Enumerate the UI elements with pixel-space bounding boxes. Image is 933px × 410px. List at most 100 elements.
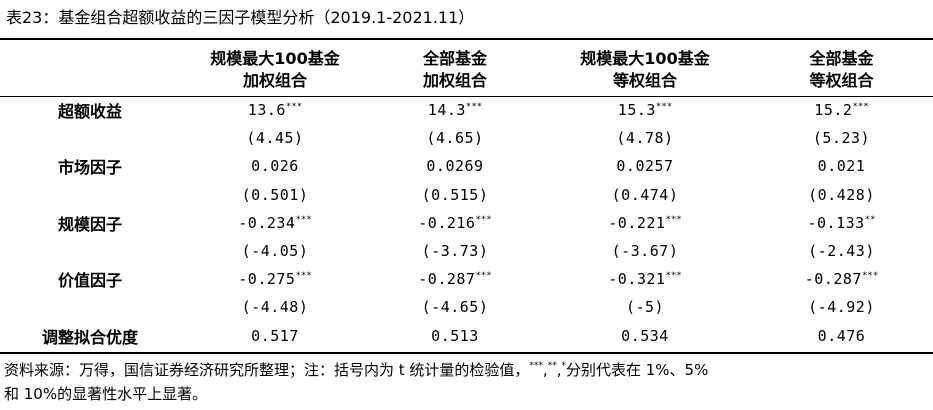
- coefficient-value: -0.287: [804, 270, 862, 289]
- column-header: 规模最大100基金 加权组合: [180, 42, 370, 96]
- coefficient-cell: 0.513: [370, 322, 540, 350]
- coefficient-value: 14.3: [427, 101, 466, 120]
- column-header-line1: 全部基金: [809, 49, 874, 68]
- table-top-rule: [0, 38, 933, 40]
- coefficient-cell: 15.2***: [750, 96, 933, 124]
- significance-marker: ***: [295, 214, 312, 225]
- coefficient-cell: 0.534: [540, 322, 750, 350]
- column-header-line1: 规模最大100基金: [580, 49, 710, 68]
- sig-marker: **: [547, 361, 557, 371]
- source-note-line1: 资料来源：万得，国信证券经济研究所整理；注：括号内为 t 统计量的检验值，***…: [4, 358, 929, 382]
- coefficient-cell: 0.0269: [370, 152, 540, 180]
- note-text: 分别代表在 1%、5%: [565, 361, 709, 379]
- coefficient-cell: 0.0257: [540, 152, 750, 180]
- coefficient-cell: 13.6***: [180, 96, 370, 124]
- coefficient-cell: -0.275***: [180, 265, 370, 293]
- coefficient-value: 13.6: [247, 101, 286, 120]
- coefficient-value: -0.221: [608, 213, 666, 232]
- sig-marker: ***: [529, 361, 543, 371]
- significance-marker: ***: [665, 271, 682, 282]
- table-body: 超额收益 13.6*** 14.3*** 15.3*** 15.2*** (4.45) (4…: [0, 96, 933, 350]
- coefficient-cell: -0.321***: [540, 265, 750, 293]
- coefficient-value: -0.287: [418, 270, 476, 289]
- column-header-line2: 加权组合: [422, 71, 487, 90]
- table-header-rule: [0, 96, 933, 97]
- significance-marker: ***: [295, 271, 312, 282]
- column-header-line2: 等权组合: [809, 71, 874, 90]
- tstat-cell: (-4.05): [241, 242, 309, 261]
- coefficient-value: 0.0257: [616, 157, 674, 176]
- table-row: 市场因子 0.026 0.0269 0.0257 0.021: [0, 152, 933, 180]
- tstat-row: (0.501) (0.515) (0.474) (0.428): [0, 181, 933, 209]
- coefficient-value: -0.216: [418, 213, 476, 232]
- coefficient-cell: -0.234***: [180, 209, 370, 237]
- row-label-blank: [0, 237, 180, 265]
- row-label-blank: [0, 181, 180, 209]
- tstat-cell: (0.474): [611, 185, 679, 204]
- column-header-line2: 等权组合: [612, 71, 677, 90]
- coefficient-value: 0.021: [817, 157, 866, 176]
- significance-marker: ***: [655, 102, 673, 113]
- table-bottom-rule: [0, 352, 933, 354]
- coefficient-value: 15.3: [617, 101, 656, 120]
- coefficient-cell: -0.287***: [370, 265, 540, 293]
- tstat-row: (-4.05) (-3.73) (-3.67) (-2.43): [0, 237, 933, 265]
- coefficient-value: 0.534: [621, 326, 669, 345]
- tstat-cell: (4.78): [616, 129, 674, 148]
- coefficient-cell: -0.221***: [540, 209, 750, 237]
- row-label: 规模因子: [57, 214, 122, 234]
- tstat-cell: (0.501): [241, 185, 309, 204]
- significance-marker: ***: [285, 102, 303, 113]
- coefficient-cell: -0.133**: [750, 209, 933, 237]
- table-row: 调整拟合优度 0.517 0.513 0.534 0.476: [0, 322, 933, 350]
- significance-marker: ***: [665, 214, 682, 225]
- column-header: 全部基金 加权组合: [370, 42, 540, 96]
- column-header-line2: 加权组合: [242, 71, 307, 90]
- table-title: 表23：基金组合超额收益的三因子模型分析（2019.1-2021.11）: [6, 8, 475, 27]
- header-blank: [0, 42, 180, 96]
- sig-marker: *: [561, 361, 566, 371]
- coefficient-value: -0.321: [608, 270, 666, 289]
- coefficient-cell: 0.021: [750, 152, 933, 180]
- table-row: 价值因子 -0.275*** -0.287*** -0.321*** -0.287***: [0, 265, 933, 293]
- significance-marker: ***: [475, 214, 492, 225]
- note-separator: ,: [542, 361, 548, 379]
- coefficient-value: 0.476: [817, 326, 866, 345]
- row-label-blank: [0, 293, 180, 321]
- tstat-cell: (-4.92): [808, 298, 875, 317]
- note-text: 资料来源：万得，国信证券经济研究所整理；注：括号内为 t 统计量的检验值，: [4, 361, 530, 379]
- column-header-line1: 规模最大100基金: [210, 49, 340, 68]
- tstat-cell: (-4.48): [241, 298, 309, 317]
- row-label: 调整拟合优度: [41, 327, 138, 347]
- coefficient-cell: -0.216***: [370, 209, 540, 237]
- coefficient-cell: 0.517: [180, 322, 370, 350]
- coefficient-value: 0.026: [251, 157, 299, 176]
- tstat-cell: (-3.73): [421, 242, 489, 261]
- tstat-row: (4.45) (4.65) (4.78) (5.23): [0, 124, 933, 152]
- tstat-cell: (4.45): [246, 129, 304, 148]
- column-header-line1: 全部基金: [422, 49, 487, 68]
- tstat-cell: (5.23): [812, 129, 871, 148]
- coefficient-cell: 14.3***: [370, 96, 540, 124]
- coefficient-value: -0.133: [807, 213, 865, 232]
- tstat-cell: (-3.67): [611, 242, 679, 261]
- header-row: 规模最大100基金 加权组合 全部基金 加权组合 规模最大100基金 等权组合 …: [0, 42, 933, 96]
- coefficient-value: 15.2: [814, 101, 853, 120]
- row-label-blank: [0, 124, 180, 152]
- tstat-cell: (-5): [625, 298, 665, 317]
- tstat-cell: (-2.43): [808, 242, 875, 261]
- coefficient-value: 0.517: [251, 326, 299, 345]
- tstat-row: (-4.48) (-4.65) (-5) (-4.92): [0, 293, 933, 321]
- table-row: 规模因子 -0.234*** -0.216*** -0.221*** -0.133**: [0, 209, 933, 237]
- coefficient-value: -0.234: [238, 213, 296, 232]
- coefficient-value: 0.513: [431, 326, 479, 345]
- tstat-cell: (0.428): [808, 185, 875, 204]
- tstat-cell: (0.515): [421, 185, 489, 204]
- table-row: 超额收益 13.6*** 14.3*** 15.3*** 15.2***: [0, 96, 933, 124]
- row-label: 价值因子: [57, 271, 122, 291]
- column-header: 全部基金 等权组合: [750, 42, 933, 96]
- coefficient-cell: 0.026: [180, 152, 370, 180]
- significance-marker: ***: [861, 271, 879, 282]
- source-note-line2: 和 10%的显著性水平上显著。: [4, 385, 208, 403]
- coefficient-value: 0.0269: [426, 157, 484, 176]
